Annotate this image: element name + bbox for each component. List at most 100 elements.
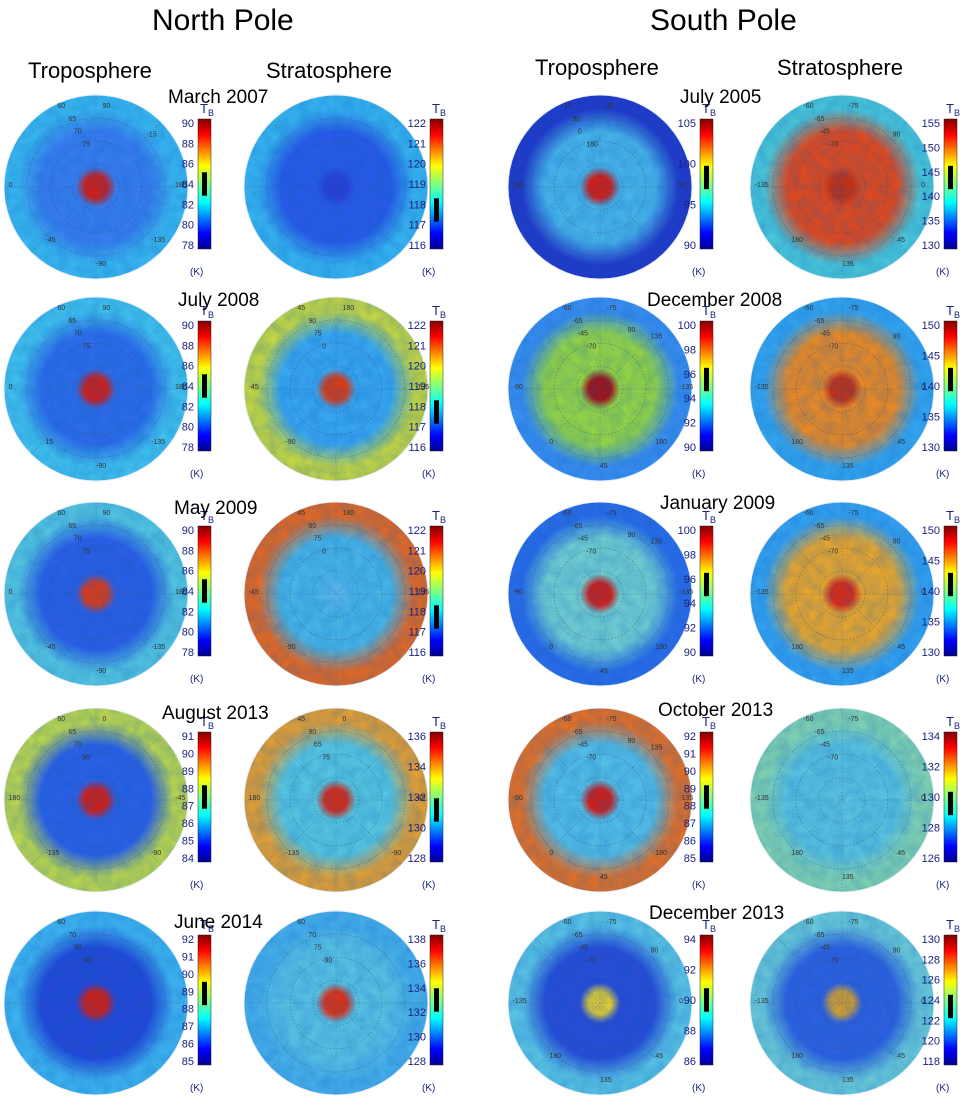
south-troposphere-colorbar: 94 92 90 88 86 TB (K) (684, 917, 716, 1094)
grid-angle-label: -45 (578, 945, 588, 952)
grid-angle-label: 45 (297, 305, 305, 312)
grid-angle-label: 45 (897, 1053, 905, 1060)
colorbar-tick-label: 92 (684, 965, 696, 977)
grid-angle-label: 0 (921, 998, 925, 1005)
colorbar-tick-label: 130 (922, 647, 940, 659)
grid-angle-label: 0 (578, 129, 582, 136)
disk-outline (749, 707, 935, 893)
latitude-ring (312, 365, 360, 413)
grid-angle-label: 75 (322, 755, 330, 762)
latitude-ring (576, 163, 624, 211)
colorbar-level-marker (434, 198, 439, 222)
longitude-line (30, 937, 162, 1069)
longitude-line (776, 528, 908, 660)
grid-angle-label: 135 (842, 261, 854, 268)
south-pole-title: South Pole (650, 4, 797, 37)
south-stratosphere-map: -60-65 -45 -70 -75 -135 0 180 45 135 (749, 707, 935, 893)
colorbar-tick-label: 86 (684, 836, 696, 848)
grid-angle-label: -70 (586, 755, 596, 762)
colorbar-tick-label: 130 (408, 823, 426, 835)
disk-outline (507, 501, 693, 687)
tb-symbol: T (702, 917, 710, 932)
north-stratosphere-colorbar: 136 134 132 130 128 TB (K) (408, 714, 446, 891)
grid-angle-label: 75 (314, 331, 322, 338)
colorbar-tick-label: 90 (684, 766, 696, 778)
tb-subscript: B (208, 721, 214, 731)
colorbar-tick-label: 100 (678, 320, 696, 332)
tb-subscript: B (440, 310, 446, 320)
colorbar-tick-label: 86 (182, 818, 194, 830)
colorbar-tick-label: 124 (922, 995, 940, 1007)
colorbar-tick-label: 84 (182, 853, 194, 865)
longitude-line (270, 528, 402, 660)
colorbar-tick-label: 122 (408, 525, 426, 537)
colorbar-tick-label: 94 (684, 934, 696, 946)
longitude-line (270, 937, 402, 1069)
grid-angle-label: -70 (586, 958, 596, 965)
tb-symbol: T (432, 303, 440, 318)
colorbar-tick-label: 94 (684, 393, 696, 405)
colorbar-tick-label: 121 (408, 545, 426, 557)
grid-angle-label: 90 (628, 532, 636, 539)
grid-angle-label: 90 (893, 947, 901, 954)
latitude-ring (818, 365, 866, 413)
grid-angle-label: -135 (415, 384, 429, 391)
tb-label: TB (200, 303, 214, 320)
latitude-ring (576, 776, 624, 824)
grid-angle-label: -90 (285, 439, 295, 446)
grid-angle-label: 65 (314, 742, 322, 749)
south-stratosphere-colorbar: 150 145 140 135 130 TB (K) (922, 508, 960, 685)
colorbar-tick-label: 130 (922, 442, 940, 454)
south-stratosphere-colorbar: 134 132 130 128 126 TB (K) (922, 714, 960, 891)
colorbar-tick-label: 90 (684, 240, 696, 252)
grid-angle-label: 135 (651, 333, 663, 340)
unit-label: (K) (936, 267, 949, 278)
grid-angle-label: 180 (175, 589, 187, 596)
grid-angle-label: 90 (74, 945, 82, 952)
latitude-ring (72, 979, 120, 1027)
unit-label: (K) (422, 1083, 435, 1094)
grid-angle-label: 45 (897, 439, 905, 446)
colorbar-tick-label: 92 (684, 418, 696, 430)
colorbar-tick-label: 91 (182, 731, 194, 743)
longitude-line (270, 734, 402, 866)
grid-angle-label: 75 (314, 945, 322, 952)
grid-angle-label: 75 (82, 549, 90, 556)
north-stratosphere-map (243, 94, 429, 280)
unit-label: (K) (936, 674, 949, 685)
grid-angle-label: 45 (606, 103, 614, 110)
colorbar-tick-label: 86 (182, 1039, 194, 1051)
colorbar-tick-label: 140 (922, 586, 940, 598)
tb-label: TB (946, 101, 960, 118)
colorbar-gradient (429, 731, 444, 863)
grid-angle-label: -45 (820, 536, 830, 543)
colorbar-tick-label: 119 (408, 586, 426, 598)
unit-label: (K) (936, 469, 949, 480)
colorbar-tick-label: 120 (408, 361, 426, 373)
north-stratosphere-label: Stratosphere (266, 58, 392, 83)
colorbar-tick-label: 128 (922, 823, 940, 835)
grid-angle-label: 0 (679, 998, 683, 1005)
tb-subscript: B (710, 310, 716, 320)
tb-label: TB (946, 917, 960, 934)
colorbar-tick-label: 130 (922, 934, 940, 946)
grid-angle-label: -90 (285, 644, 295, 651)
grid-angle-label: 180 (791, 644, 803, 651)
colorbar-tick-label: 90 (182, 320, 194, 332)
grid-angle-label: -45 (820, 331, 830, 338)
tb-symbol: T (702, 101, 710, 116)
longitude-line (534, 121, 666, 253)
colorbar-tick-label: 91 (684, 748, 696, 760)
grid-angle-label: 90 (679, 182, 687, 189)
south-stratosphere-colorbar: 150 145 140 135 130 TB (K) (922, 303, 960, 480)
grid-angle-label: 180 (9, 795, 21, 802)
tb-symbol: T (432, 714, 440, 729)
colorbar-tick-label: 98 (684, 549, 696, 561)
grid-angle-label: 60 (57, 510, 65, 517)
longitude-line (30, 734, 162, 866)
longitude-line (776, 734, 908, 866)
colorbar-tick-label: 82 (182, 606, 194, 618)
colorbar-tick-label: 90 (182, 748, 194, 760)
grid-angle-label: 0 (921, 795, 925, 802)
